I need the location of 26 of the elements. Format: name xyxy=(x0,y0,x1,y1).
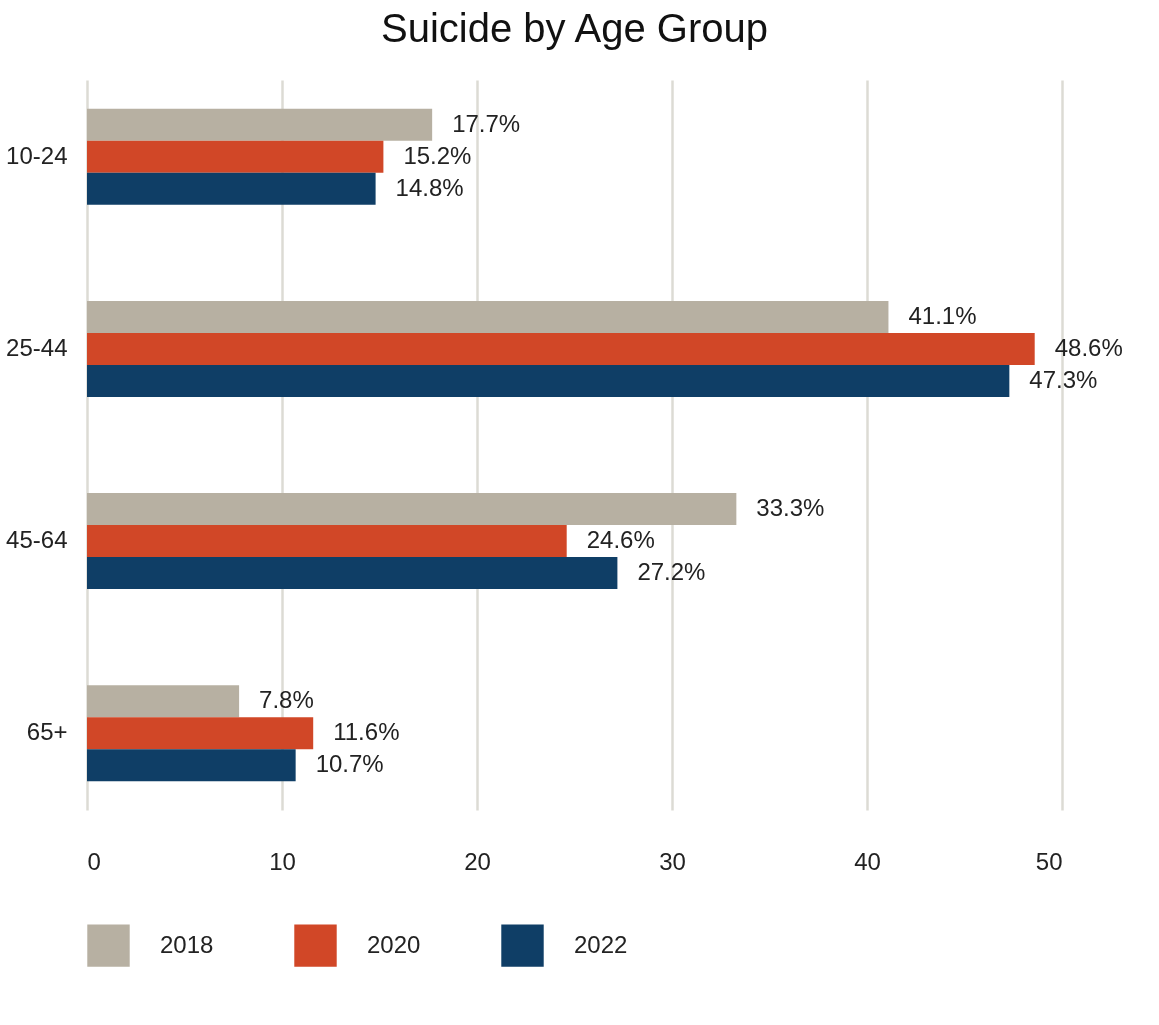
y-tick-label: 25-44 xyxy=(6,333,68,361)
data-label: 24.6% xyxy=(586,526,655,554)
data-label: 14.8% xyxy=(395,173,464,201)
data-label: 11.6% xyxy=(333,718,400,746)
y-tick-label: 65+ xyxy=(26,718,68,746)
data-label: 48.6% xyxy=(1054,333,1123,361)
x-tick-label: 20 xyxy=(464,847,491,875)
x-tick-label: 50 xyxy=(1035,847,1063,875)
data-label: 41.1% xyxy=(908,301,977,329)
legend-label: 2018 xyxy=(160,930,214,958)
legend-label: 2022 xyxy=(574,930,628,958)
legend-label: 2020 xyxy=(367,930,421,958)
x-tick-label: 30 xyxy=(659,847,686,875)
y-tick-label: 45-64 xyxy=(6,526,68,554)
x-tick-label: 0 xyxy=(87,847,101,875)
data-label: 10.7% xyxy=(315,750,384,778)
x-tick-label: 10 xyxy=(269,847,296,875)
chart-title: Suicide by Age Group xyxy=(381,6,768,50)
data-label: 17.7% xyxy=(452,109,521,137)
x-tick-label: 40 xyxy=(854,847,881,875)
data-label: 33.3% xyxy=(756,494,825,522)
data-label: 47.3% xyxy=(1029,365,1098,393)
data-label: 27.2% xyxy=(637,558,706,586)
y-tick-label: 10-24 xyxy=(6,141,68,169)
data-label: 7.8% xyxy=(259,686,314,714)
data-label: 15.2% xyxy=(403,141,472,169)
